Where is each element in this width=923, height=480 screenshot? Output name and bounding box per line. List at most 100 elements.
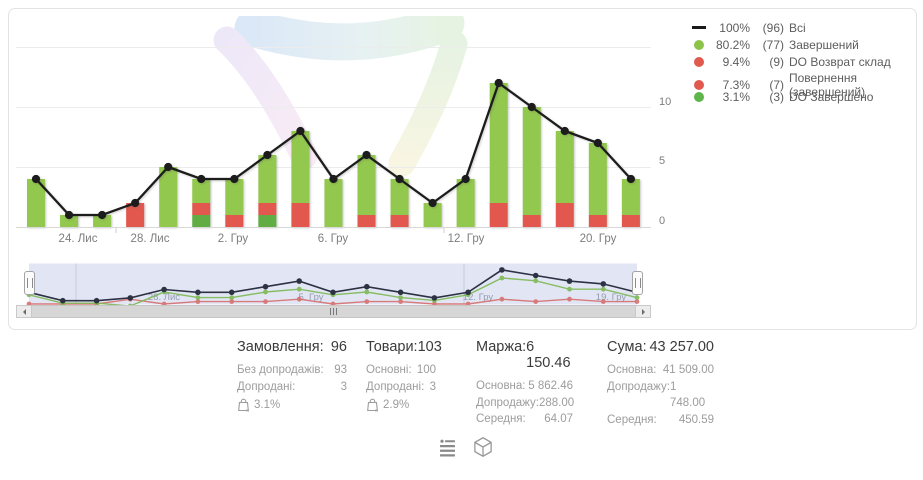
chart-scrollbar[interactable] (16, 305, 651, 318)
upsell-rate-row: x 3.1% (237, 398, 347, 412)
bar-segment-zavershenyi[interactable] (390, 179, 409, 215)
legend-percent: 80.2% (715, 38, 750, 53)
bar-segment-povernennya-vozvrat[interactable] (555, 203, 574, 227)
range-navigator[interactable]: 28. Лис 5. Гру 12. Гру 19. Гру (16, 261, 651, 309)
bar-segment-povernennya-vozvrat[interactable] (126, 203, 145, 227)
products-view-button[interactable] (470, 435, 496, 461)
total-line-group[interactable] (31, 78, 636, 220)
stat-row-value: 3 (429, 380, 436, 393)
line-point[interactable] (593, 138, 602, 148)
bar-segment-zavershenyi[interactable] (456, 179, 475, 227)
stat-header-value: 6 150.46 (526, 339, 571, 371)
line-point[interactable] (164, 162, 173, 172)
line-point[interactable] (296, 126, 305, 136)
bar-segment-povernennya-vozvrat[interactable] (621, 215, 640, 227)
x-tick-label: 6. Гру (317, 233, 349, 245)
stat-header: Товари: 103 (366, 339, 442, 355)
stat-header-value: 103 (417, 339, 442, 355)
bar-segment-povernennya-vozvrat[interactable] (258, 203, 277, 215)
bar-segment-povernennya-vozvrat[interactable] (225, 215, 244, 227)
line-point[interactable] (461, 174, 470, 184)
line-point[interactable] (131, 198, 140, 208)
bar-segment-zavershenyi[interactable] (192, 179, 211, 203)
bar-segment-zavershenyi[interactable] (60, 215, 79, 227)
bar-segment-zavershenyi[interactable] (357, 155, 376, 215)
y-tick-label: 0 (659, 215, 666, 227)
scroll-left-button[interactable] (16, 305, 32, 318)
line-point[interactable] (98, 210, 107, 220)
navigator-tick-label: 12. Гру (463, 292, 494, 303)
legend-percent: 9.4% (722, 55, 750, 70)
legend-row[interactable]: 100% (96) Всі (691, 19, 916, 36)
upsell-rate-value: 3.1% (254, 399, 281, 411)
legend-row[interactable]: 9.4% (9) DO Возврат склад (691, 54, 916, 71)
y-tick-label: 5 (659, 155, 666, 167)
bar-segment-povernennya-vozvrat[interactable] (192, 203, 211, 215)
line-point[interactable] (395, 174, 404, 184)
legend-percent: 100% (719, 20, 750, 35)
bar-segment-zavershenyi[interactable] (291, 131, 310, 203)
line-point[interactable] (527, 102, 536, 112)
bar-segment-povernennya-vozvrat[interactable] (357, 215, 376, 227)
stat-row-label: Основні: (366, 364, 412, 376)
bar-segment-do-zaversheno[interactable] (192, 215, 211, 227)
bar-segment-zavershenyi[interactable] (588, 143, 607, 215)
bar-segment-povernennya-vozvrat[interactable] (522, 215, 541, 227)
bar-segment-povernennya-vozvrat[interactable] (588, 215, 607, 227)
stat-row-value: 5 862.46 (528, 380, 573, 392)
bar-segment-povernennya-vozvrat[interactable] (390, 215, 409, 227)
line-point[interactable] (197, 174, 206, 184)
bar-segment-zavershenyi[interactable] (258, 155, 277, 203)
bar-segment-zavershenyi[interactable] (621, 179, 640, 215)
stat-row: Основні: 100 (366, 362, 436, 379)
navigator-left-handle[interactable] (24, 271, 35, 295)
order-list-view-button[interactable] (434, 436, 460, 462)
legend-row[interactable]: 80.2% (77) Завершений (691, 36, 916, 53)
scrollbar-grip-icon (330, 308, 337, 315)
stat-header-label: Товари: (366, 339, 418, 355)
package-icon (474, 436, 492, 457)
bar-segment-zavershenyi[interactable] (555, 131, 574, 203)
legend-percent: 3.1% (722, 90, 750, 105)
legend-count: (9) (769, 55, 784, 70)
scroll-right-button[interactable] (635, 305, 651, 318)
bar-segment-povernennya-vozvrat[interactable] (291, 203, 310, 227)
stat-row: Без допродажів: 93 (237, 362, 347, 379)
stat-row: Допродажу: 288.00 (476, 395, 574, 412)
line-point[interactable] (263, 150, 272, 160)
x-axis-labels: 24. Лис 28. Лис 2. Гру 6. Гру 12. Гру 20. Гру (16, 233, 651, 249)
line-point[interactable] (626, 174, 636, 184)
arrow-right-icon (641, 308, 648, 315)
line-point[interactable] (560, 126, 569, 136)
legend-row[interactable]: 3.1% (3) DO Завершено (691, 89, 916, 106)
bars-group[interactable] (27, 83, 640, 227)
bar-segment-zavershenyi[interactable] (423, 203, 442, 227)
line-point[interactable] (329, 174, 338, 184)
bar-segment-zavershenyi[interactable] (159, 167, 178, 227)
bar-segment-povernennya-vozvrat[interactable] (489, 203, 508, 227)
bar-segment-zavershenyi[interactable] (93, 215, 112, 227)
legend-row[interactable]: 7.3% (7) Повернення (завершений) (691, 71, 916, 99)
bar-segment-zavershenyi[interactable] (225, 179, 244, 215)
x-tick-label: 2. Гру (217, 233, 249, 245)
line-point[interactable] (31, 174, 41, 184)
bar-segment-zavershenyi[interactable] (27, 179, 45, 227)
navigator-right-handle[interactable] (632, 271, 643, 295)
stat-column: Товари: 103 Основні: 100 Допродані: 3 x 2.9% (366, 339, 442, 412)
stat-header-value: 43 257.00 (649, 339, 714, 355)
grip-icon (634, 278, 641, 288)
bar-segment-zavershenyi[interactable] (324, 179, 343, 227)
line-point[interactable] (64, 210, 74, 220)
bar-segment-do-zaversheno[interactable] (258, 215, 277, 227)
upsell-rate-row: x 2.9% (366, 398, 436, 412)
scrollbar-track[interactable] (32, 305, 635, 318)
orders-chart[interactable] (16, 16, 651, 240)
line-point[interactable] (428, 198, 437, 208)
line-point[interactable] (494, 78, 503, 88)
bar-segment-zavershenyi[interactable] (522, 107, 541, 215)
line-point[interactable] (230, 174, 239, 184)
y-axis-labels: 0 5 10 (659, 16, 683, 240)
bar-segment-zavershenyi[interactable] (489, 83, 508, 203)
line-point[interactable] (362, 150, 371, 160)
